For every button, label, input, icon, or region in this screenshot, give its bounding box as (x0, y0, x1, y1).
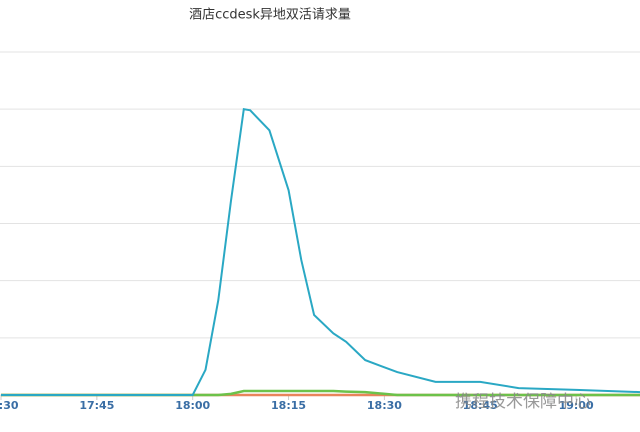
x-tick-label: 18:15 (271, 399, 306, 412)
watermark: 携程技术保障中心 (455, 392, 591, 412)
series-line (1, 108, 640, 396)
x-tick-label: 18:30 (367, 399, 402, 412)
x-tick-label: 17:45 (79, 399, 114, 412)
x-tick-label: 18:00 (175, 399, 210, 412)
chart-title: 酒店ccdesk异地双活请求量 (189, 8, 351, 23)
series-line (1, 389, 640, 397)
x-tick-label: 17:30 (0, 399, 19, 412)
x-tick-label: 18:45 (463, 399, 498, 412)
x-tick-label: 19:00 (559, 399, 594, 412)
